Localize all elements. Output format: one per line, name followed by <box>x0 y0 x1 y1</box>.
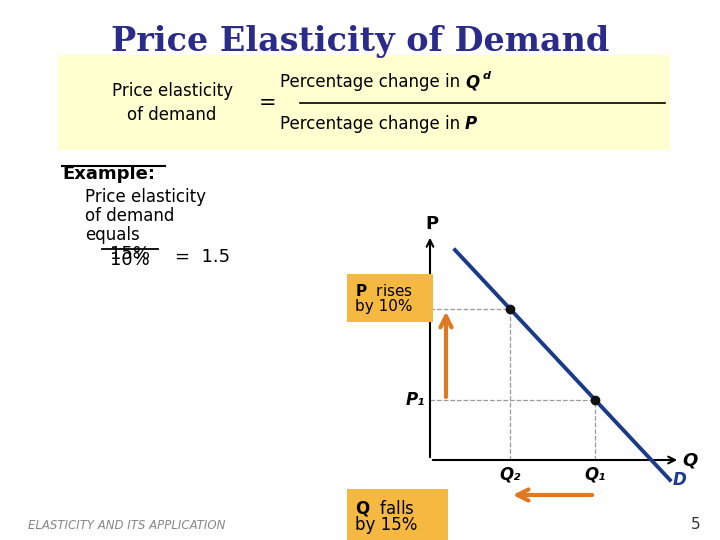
Text: D: D <box>673 471 687 489</box>
Text: Price elasticity
of demand: Price elasticity of demand <box>112 82 233 125</box>
Text: Price elasticity: Price elasticity <box>85 188 206 206</box>
Text: Q: Q <box>465 73 479 91</box>
FancyBboxPatch shape <box>347 274 433 322</box>
Text: equals: equals <box>85 226 140 244</box>
Text: by 15%: by 15% <box>355 516 418 534</box>
Text: Price Elasticity of Demand: Price Elasticity of Demand <box>111 25 609 58</box>
Text: of demand: of demand <box>85 207 174 225</box>
Text: =  1.5: = 1.5 <box>175 248 230 266</box>
Text: Q: Q <box>682 452 697 470</box>
Text: P₁: P₁ <box>405 391 425 409</box>
Text: Q₂: Q₂ <box>499 466 521 484</box>
Text: P₂: P₂ <box>405 300 425 318</box>
Text: Percentage change in: Percentage change in <box>279 115 465 133</box>
Text: 5: 5 <box>690 517 700 532</box>
FancyBboxPatch shape <box>347 489 448 540</box>
FancyBboxPatch shape <box>58 55 670 150</box>
Text: =: = <box>259 93 276 113</box>
Text: $\mathit{\bf{Q}}$  falls: $\mathit{\bf{Q}}$ falls <box>355 498 415 518</box>
Text: P: P <box>465 115 477 133</box>
Text: ELASTICITY AND ITS APPLICATION: ELASTICITY AND ITS APPLICATION <box>28 519 225 532</box>
Text: 10%: 10% <box>110 251 150 269</box>
Text: Percentage change in: Percentage change in <box>279 73 465 91</box>
Text: Example:: Example: <box>62 165 155 183</box>
Text: Q₁: Q₁ <box>585 466 606 484</box>
Text: $\mathit{\bf{P}}$  rises: $\mathit{\bf{P}}$ rises <box>355 283 413 299</box>
Text: 15%: 15% <box>110 245 150 263</box>
Text: d: d <box>483 71 491 81</box>
Text: P: P <box>426 215 438 233</box>
Text: by 10%: by 10% <box>355 299 413 314</box>
